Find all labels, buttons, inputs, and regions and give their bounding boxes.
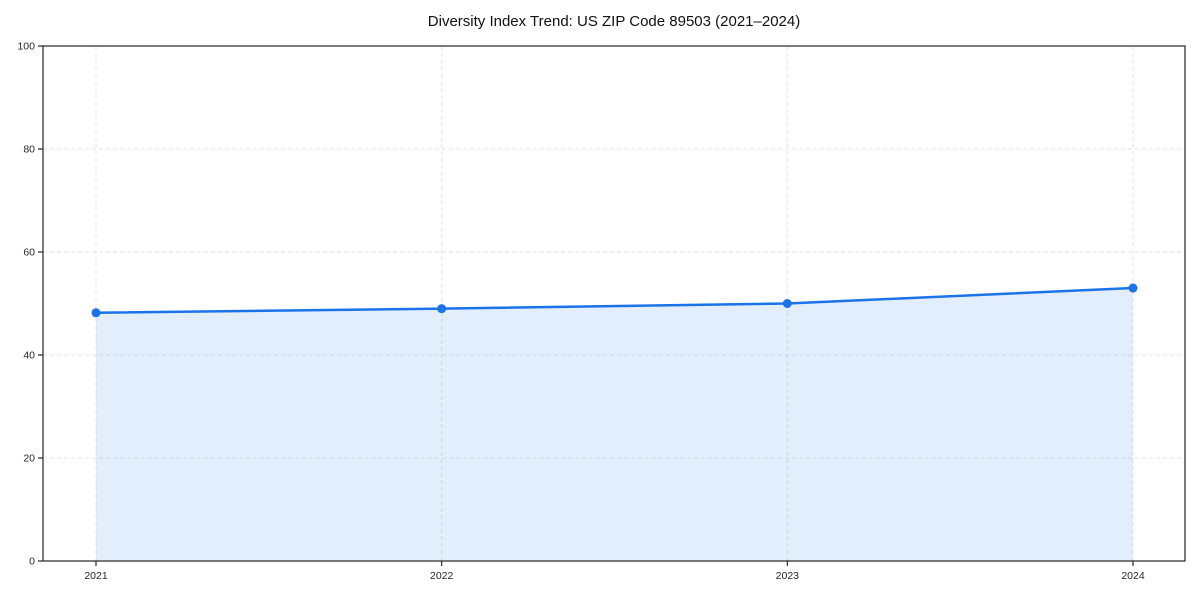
y-tick-label: 80 <box>23 144 35 156</box>
y-tick-label: 60 <box>23 247 35 259</box>
data-point-2023 <box>782 299 792 308</box>
plot-border <box>42 45 1186 562</box>
area-fill <box>96 288 1133 561</box>
data-point-2021 <box>91 308 101 318</box>
trend-line <box>94 286 1135 315</box>
x-tick-label: 2021 <box>84 570 108 582</box>
x-tick-label: 2022 <box>430 570 454 582</box>
y-tick-label: 0 <box>29 556 35 568</box>
x-tick-label: 2023 <box>776 570 800 582</box>
chart-title: Diversity Index Trend: US ZIP Code 89503… <box>427 13 801 30</box>
data-point-2024 <box>1128 283 1138 293</box>
data-point-2022 <box>437 304 447 314</box>
x-tick-label: 2024 <box>1121 570 1145 582</box>
y-tick-label: 20 <box>23 453 35 465</box>
y-tick-label: 40 <box>23 350 35 362</box>
y-tick-label: 100 <box>17 41 35 53</box>
